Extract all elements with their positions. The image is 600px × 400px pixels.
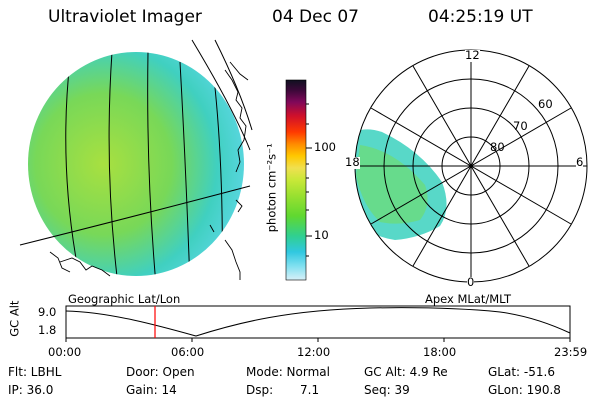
status-mode: Mode: Normal	[246, 365, 330, 379]
status-gain: Gain: 14	[126, 383, 177, 397]
image-time: 04:25:19 UT	[428, 7, 533, 27]
status-ip: IP: 36.0	[8, 383, 54, 397]
mlt-label-6: 6	[576, 155, 584, 169]
coastlines	[49, 61, 249, 280]
status-dsp-label: Dsp:	[246, 383, 274, 397]
x-tick-0600: 06:00	[171, 345, 205, 359]
geographic-label: Geographic Lat/Lon	[68, 292, 181, 306]
lat-label-80: 80	[490, 140, 505, 154]
y-tick-9: 9.0	[38, 305, 57, 319]
colorbar-tick-100: 100	[314, 140, 336, 154]
gc-alt-axis-label: GC Alt	[7, 300, 22, 337]
x-tick-0000: 00:00	[48, 345, 82, 359]
geographic-disk	[19, 39, 253, 280]
status-gc-alt: GC Alt: 4.9 Re	[364, 365, 448, 379]
colorbar-tick-10: 10	[314, 228, 329, 242]
timeline-panel	[65, 305, 571, 342]
image-date: 04 Dec 07	[272, 7, 359, 27]
status-flt: Flt: LBHL	[8, 365, 62, 379]
mlt-label-18: 18	[345, 155, 360, 169]
apex-label: Apex MLat/MLT	[425, 292, 512, 306]
mlt-label-12: 12	[465, 48, 480, 62]
image-title: Ultraviolet Imager	[48, 7, 202, 27]
x-tick-2359: 23:59	[554, 345, 588, 359]
colorbar-unit-label: photon cm⁻²s⁻¹	[264, 143, 279, 233]
status-glat: GLat: -51.6	[488, 365, 555, 379]
y-tick-1.8: 1.8	[38, 323, 57, 337]
x-tick-1200: 12:00	[297, 345, 331, 359]
status-seq: Seq: 39	[364, 383, 410, 397]
gc-alt-curve	[65, 307, 571, 337]
lat-label-60: 60	[538, 97, 553, 111]
x-tick-1800: 18:00	[423, 345, 457, 359]
colorbar	[285, 79, 312, 281]
mlt-label-0: 0	[467, 275, 475, 289]
status-door: Door: Open	[126, 365, 195, 379]
status-glon: GLon: 190.8	[488, 383, 561, 397]
status-dsp-value: 7.1	[300, 383, 320, 397]
polar-plot	[354, 49, 588, 283]
lat-label-70: 70	[513, 119, 528, 133]
